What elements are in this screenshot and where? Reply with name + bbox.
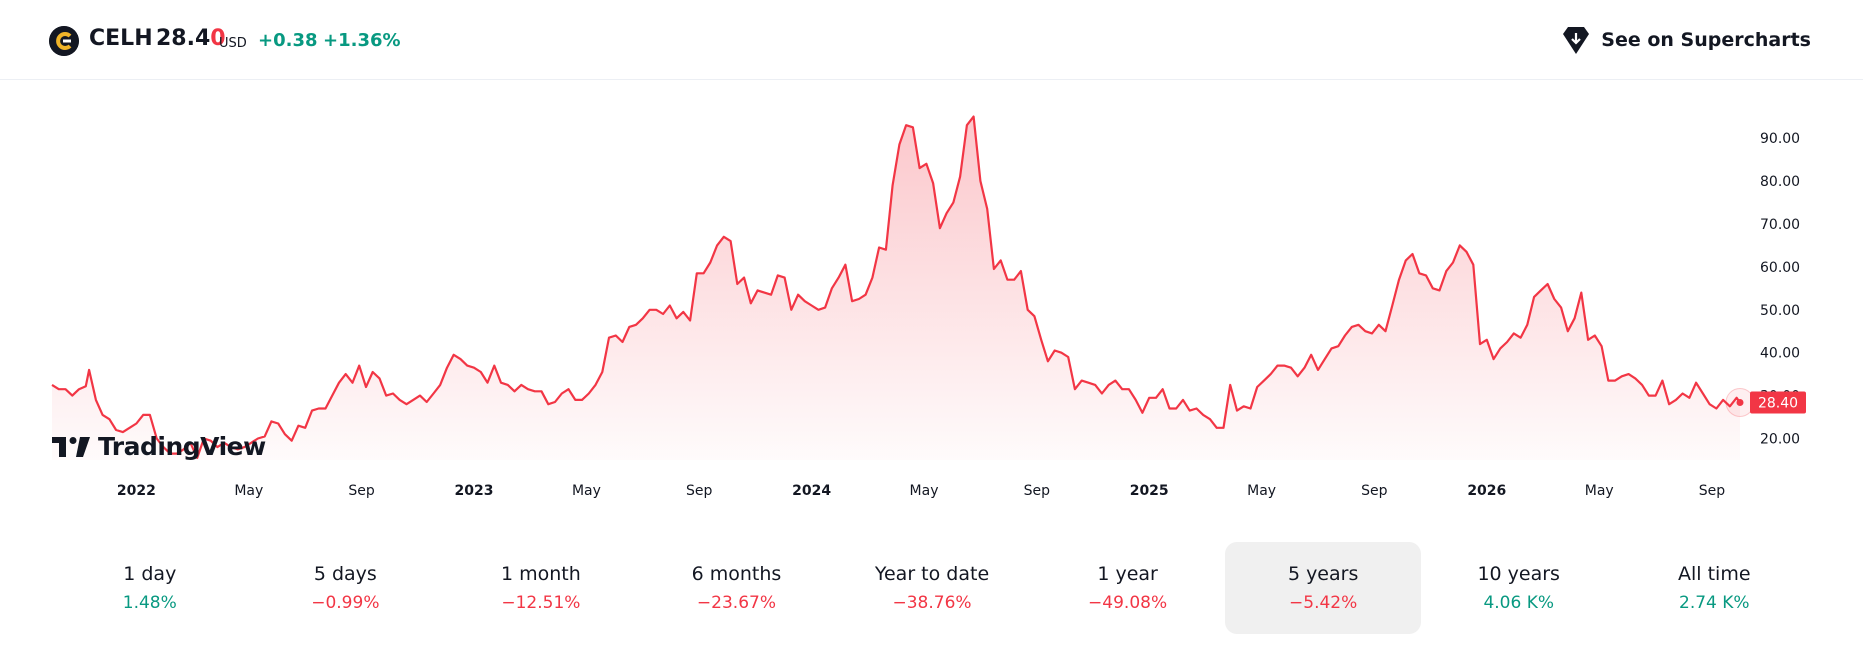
price-change-percent: +1.36% <box>323 30 401 51</box>
period-1-day[interactable]: 1 day 1.48% <box>52 542 248 634</box>
last-point-marker <box>1736 398 1744 406</box>
x-tick-label: 2024 <box>792 483 831 499</box>
price-line <box>51 115 1741 459</box>
period-10-years[interactable]: 10 years 4.06 K% <box>1421 542 1617 634</box>
y-tick-label: 70.00 <box>1760 217 1800 233</box>
tradingview-wordmark: TradingView <box>98 432 266 461</box>
period-change: −0.99% <box>311 593 380 613</box>
y-tick-label: 80.00 <box>1760 174 1800 190</box>
period-label: 10 years <box>1477 563 1560 585</box>
y-tick-label: 40.00 <box>1760 346 1800 362</box>
symbol-header: CELH 28.40 USD +0.38 +1.36% See on Super… <box>0 0 1863 80</box>
tradingview-logo[interactable]: TradingView <box>52 432 266 461</box>
y-tick-label: 20.00 <box>1760 432 1800 448</box>
price-last-digit: 0 <box>210 26 226 51</box>
last-price: 28.40 <box>156 26 226 51</box>
period-change: 1.48% <box>122 593 177 613</box>
period-all-time[interactable]: All time 2.74 K% <box>1617 542 1813 634</box>
period-1-year[interactable]: 1 year −49.08% <box>1030 542 1226 634</box>
x-tick-label: May <box>1585 483 1614 499</box>
x-tick-label: Sep <box>686 483 713 499</box>
price-change: +0.38 <box>258 30 318 51</box>
period-label: 5 years <box>1287 563 1359 585</box>
period-change: 2.74 K% <box>1679 593 1750 613</box>
company-logo-icon <box>49 26 79 56</box>
x-tick-label: 2026 <box>1467 483 1506 499</box>
x-tick-label: Sep <box>348 483 375 499</box>
x-tick-label: 2025 <box>1130 483 1169 499</box>
period-label: 1 month <box>501 563 581 585</box>
price-area <box>52 116 1740 460</box>
x-tick-label: Sep <box>1699 483 1726 499</box>
x-tick-label: 2023 <box>455 483 494 499</box>
x-tick-label: May <box>910 483 939 499</box>
y-tick-label: 50.00 <box>1760 303 1800 319</box>
price-chart[interactable]: 20.0030.0040.0050.0060.0070.0080.0090.00… <box>0 80 1863 505</box>
x-tick-label: Sep <box>1024 483 1051 499</box>
period-label: Year to date <box>874 563 990 585</box>
see-on-supercharts-link[interactable]: See on Supercharts <box>1561 22 1811 58</box>
period-change: −12.51% <box>501 593 581 613</box>
y-tick-label: 60.00 <box>1760 260 1800 276</box>
period-label: All time <box>1678 563 1751 585</box>
period-change: −23.67% <box>696 593 776 613</box>
symbol-ticker[interactable]: CELH <box>89 26 153 51</box>
period-5-years[interactable]: 5 years −5.42% <box>1225 542 1421 634</box>
y-tick-label: 90.00 <box>1760 131 1800 147</box>
period-6-months[interactable]: 6 months −23.67% <box>639 542 835 634</box>
last-price-label: 28.40 <box>1758 395 1798 411</box>
period-label: 5 days <box>313 563 377 585</box>
period-change: 4.06 K% <box>1483 593 1554 613</box>
price-main: 28.4 <box>156 26 211 51</box>
period-change: −5.42% <box>1289 593 1358 613</box>
period-label: 1 year <box>1097 563 1158 585</box>
period-change: −38.76% <box>892 593 972 613</box>
period-label: 6 months <box>691 563 782 585</box>
tradingview-shield-icon <box>1563 27 1590 54</box>
performance-periods: 1 day 1.48% 5 days −0.99% 1 month −12.51% 6 mo… <box>52 542 1812 634</box>
period-change: −49.08% <box>1088 593 1168 613</box>
period-label: 1 day <box>123 563 177 585</box>
last-price-badge <box>1750 391 1806 414</box>
period-5-days[interactable]: 5 days −0.99% <box>248 542 444 634</box>
supercharts-label: See on Supercharts <box>1601 29 1811 51</box>
x-tick-label: May <box>572 483 601 499</box>
x-tick-label: 2022 <box>117 483 156 499</box>
x-tick-label: May <box>1247 483 1276 499</box>
period-year-to-date[interactable]: Year to date −38.76% <box>834 542 1030 634</box>
currency-label: USD <box>219 36 247 51</box>
x-tick-label: May <box>234 483 263 499</box>
period-1-month[interactable]: 1 month −12.51% <box>443 542 639 634</box>
x-tick-label: Sep <box>1361 483 1388 499</box>
tradingview-mark-icon <box>52 436 90 457</box>
